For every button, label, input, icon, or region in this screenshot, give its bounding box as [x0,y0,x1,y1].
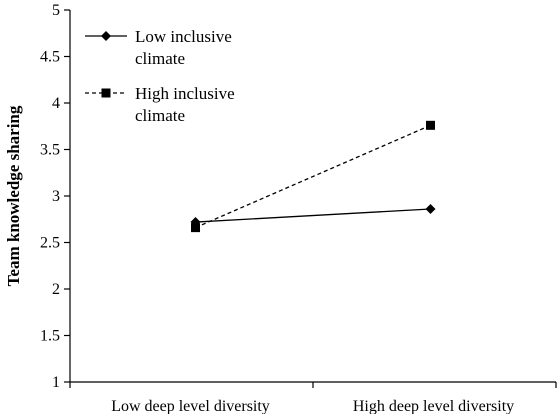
data-point-1 [425,204,436,215]
x-tick-label: Low deep level diversity [111,398,270,414]
y-tick-label: 1 [52,374,60,391]
y-tick-label: 2 [52,281,60,298]
legend-label: climate [135,106,185,125]
y-axis-label: Team knowledge sharing [4,105,23,286]
data-point-2 [426,120,435,130]
y-tick-label: 5 [52,2,60,19]
legend-label: climate [135,49,185,68]
series-group [190,120,436,233]
legend-label: Low inclusive [135,27,232,46]
x-ticks: Low deep level diversity High deep level … [69,382,557,414]
data-point-2 [191,223,200,233]
y-tick-label: 3.5 [40,142,60,159]
series-line-2 [195,124,431,229]
legend-marker [101,31,111,41]
y-tick-label: 4.5 [40,49,60,66]
legend: Low inclusive climate High inclusive climat… [85,27,235,125]
y-tick-label: 1.5 [40,328,60,345]
y-tick-label: 4 [52,95,60,112]
y-tick-label: 3 [52,188,60,205]
legend-marker [101,88,111,98]
x-tick-label: High deep level diversity [353,398,514,414]
y-ticks: 1 1.5 2 2.5 3 3.5 4 4.5 5 [40,2,70,391]
series-line-1 [195,208,431,223]
legend-label: High inclusive [135,84,235,103]
y-tick-label: 2.5 [40,235,60,252]
